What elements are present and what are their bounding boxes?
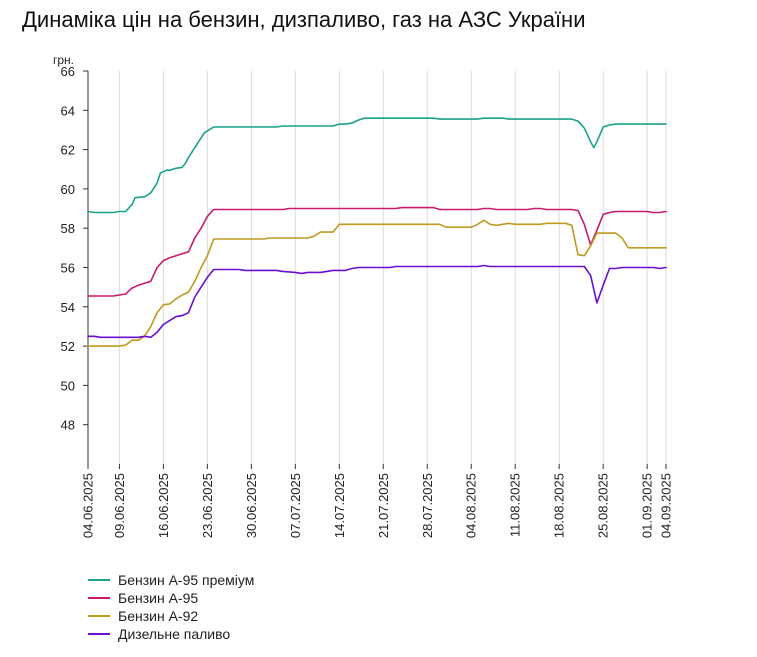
y-tick-label: 60 xyxy=(61,182,75,197)
x-tick-label: 28.07.2025 xyxy=(420,473,435,538)
y-unit-label: грн. xyxy=(53,53,74,67)
legend-label: Бензин А-92 xyxy=(118,608,199,624)
series-line-2 xyxy=(87,219,667,347)
x-tick-label: 25.08.2025 xyxy=(596,473,611,538)
y-tick-label: 62 xyxy=(61,143,75,158)
legend-swatch xyxy=(88,633,110,635)
x-tick-label: 04.09.2025 xyxy=(659,473,674,538)
legend-item: Дизельне паливо xyxy=(88,625,254,643)
legend-label: Бензин А-95 xyxy=(118,590,199,606)
legend-label: Бензин А-95 преміум xyxy=(118,572,255,588)
y-tick-label: 64 xyxy=(61,103,75,118)
y-tick-label: 48 xyxy=(61,418,75,433)
legend-swatch xyxy=(88,597,110,599)
legend-item: Бензин А-95 xyxy=(88,589,254,607)
y-tick-label: 56 xyxy=(61,261,75,276)
x-tick-label: 04.06.2025 xyxy=(81,473,96,538)
y-tick-label: 58 xyxy=(61,221,75,236)
series-lines xyxy=(87,117,667,347)
x-tick-label: 21.07.2025 xyxy=(376,473,391,538)
y-tick-label: 66 xyxy=(61,64,75,79)
x-tick-label: 30.06.2025 xyxy=(244,473,259,538)
legend-item: Бензин А-92 xyxy=(88,607,254,625)
series-line-0 xyxy=(87,117,667,214)
legend-label: Дизельне паливо xyxy=(118,626,231,642)
legend-swatch xyxy=(88,579,110,581)
legend-swatch xyxy=(88,615,110,617)
series-line-1 xyxy=(87,206,667,297)
x-tick-label: 04.08.2025 xyxy=(464,473,479,538)
y-tick-label: 50 xyxy=(61,378,75,393)
tick-labels: 04.06.2025 09.06.2025 16.06.2025 23.06.2025… xyxy=(53,53,674,538)
x-tick-label: 09.06.2025 xyxy=(112,473,127,538)
x-tick-label: 23.06.2025 xyxy=(200,473,215,538)
x-tick-label: 18.08.2025 xyxy=(552,473,567,538)
y-tick-label: 52 xyxy=(61,339,75,354)
chart-title: Динаміка цін на бензин, дизпаливо, газ н… xyxy=(22,7,586,32)
y-tick-label: 54 xyxy=(61,300,75,315)
x-tick-label: 11.08.2025 xyxy=(508,473,523,537)
series-line-3 xyxy=(87,264,667,339)
x-tick-label: 14.07.2025 xyxy=(332,473,347,538)
axes xyxy=(83,70,667,469)
legend: Бензин А-95 преміум Бензин А-95 Бензин А-9… xyxy=(88,571,254,643)
x-tick-label: 16.06.2025 xyxy=(156,473,171,538)
legend-item: Бензин А-95 преміум xyxy=(88,571,254,589)
x-tick-label: 01.09.2025 xyxy=(640,473,655,538)
x-tick-label: 07.07.2025 xyxy=(288,473,303,538)
